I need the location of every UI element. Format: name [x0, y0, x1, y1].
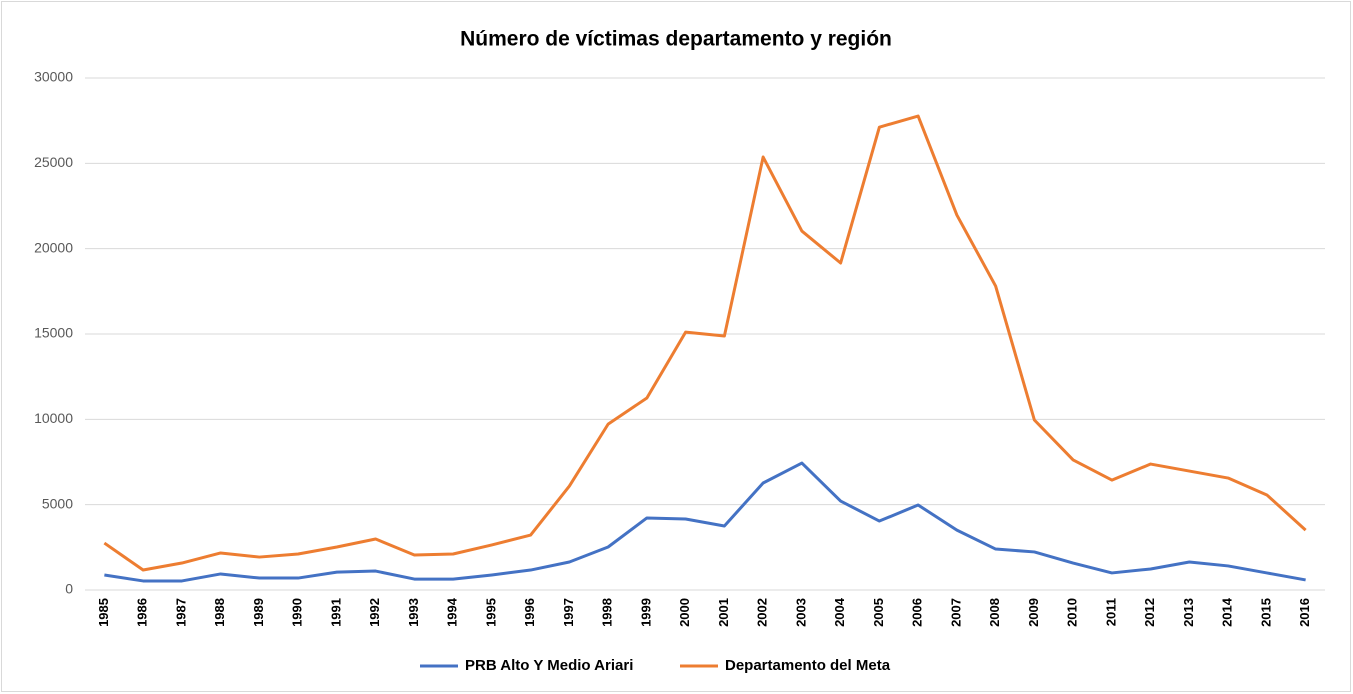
x-tick-label: 1999 [638, 598, 653, 627]
x-tick-label: 2015 [1258, 598, 1273, 627]
x-tick-label: 1991 [328, 598, 343, 627]
x-tick-label: 2012 [1142, 598, 1157, 627]
x-tick-label: 1993 [406, 598, 421, 627]
chart-title: Número de víctimas departamento y región [460, 28, 892, 51]
line-series [103, 114, 1307, 572]
x-tick-label: 1986 [135, 598, 150, 627]
x-tick-label: 2000 [677, 598, 692, 627]
x-tick-label: 1990 [290, 598, 305, 627]
y-tick-label: 0 [65, 581, 73, 597]
x-tick-label: 1992 [367, 598, 382, 627]
x-tick-label: 2006 [910, 598, 925, 627]
x-tick-label: 2007 [948, 598, 963, 627]
x-tick-label: 2003 [793, 598, 808, 627]
x-tick-label: 2011 [1103, 598, 1118, 626]
x-tick-label: 1996 [522, 598, 537, 627]
y-tick-label: 15000 [34, 325, 73, 341]
x-tick-label: 1994 [445, 597, 460, 627]
x-tick-label: 1988 [212, 598, 227, 627]
x-tick-label: 2002 [755, 598, 770, 627]
x-tick-label: 2008 [987, 598, 1002, 627]
x-tick-label: 1995 [483, 598, 498, 627]
x-tick-label: 2004 [832, 597, 847, 627]
y-tick-label: 20000 [34, 239, 73, 255]
x-tick-label: 2016 [1297, 598, 1312, 627]
x-tick-label: 2009 [1026, 598, 1041, 627]
legend-label: PRB Alto Y Medio Ariari [465, 657, 633, 674]
x-tick-label: 2010 [1065, 598, 1080, 627]
x-tick-label: 2005 [871, 598, 886, 627]
y-tick-label: 10000 [34, 410, 73, 426]
x-tick-label: 2001 [716, 598, 731, 627]
y-tick-label: 30000 [34, 69, 73, 85]
y-tick-label: 5000 [42, 495, 73, 511]
x-tick-label: 1989 [251, 598, 266, 627]
x-tick-label: 1997 [561, 598, 576, 627]
x-tick-label: 1987 [173, 598, 188, 627]
line-series [104, 461, 1306, 583]
x-tick-label: 2014 [1220, 597, 1235, 627]
x-tick-label: 2013 [1181, 598, 1196, 627]
x-tick-label: 1998 [600, 598, 615, 627]
x-tick-label: 1985 [96, 598, 111, 627]
y-tick-label: 25000 [34, 154, 73, 170]
legend-label: Departamento del Meta [725, 657, 891, 674]
